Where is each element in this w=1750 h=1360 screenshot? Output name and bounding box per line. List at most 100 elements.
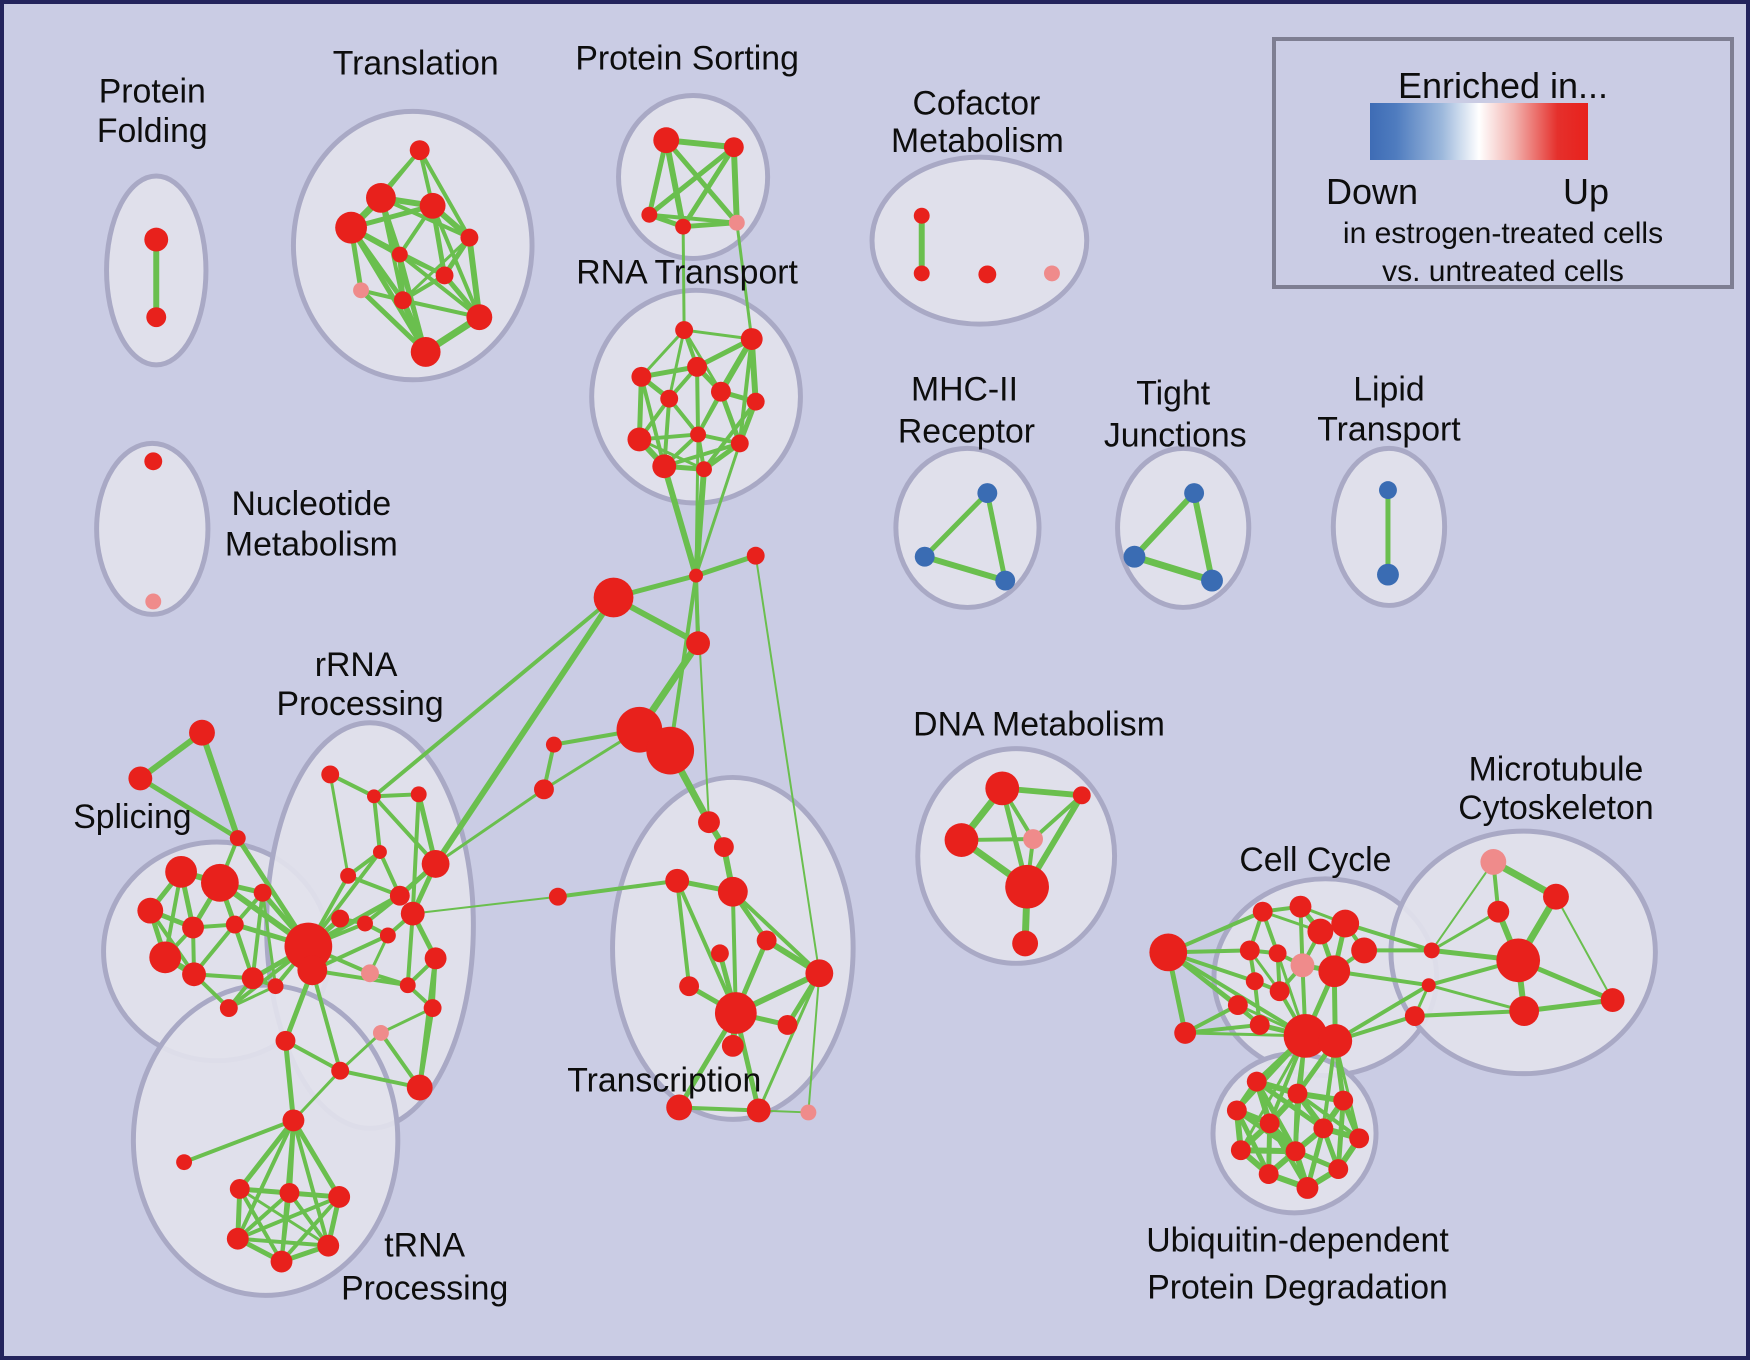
node-r1[interactable] [321,765,340,784]
node-rt2[interactable] [740,328,763,350]
edge-r11-r16[interactable] [405,911,415,988]
node-cc5[interactable] [1239,940,1260,961]
node-u5[interactable] [1259,1113,1280,1134]
node-rt11[interactable] [652,454,677,479]
edge-rt10-j1[interactable] [694,441,742,578]
edge-j1-c2[interactable] [693,553,759,579]
edge-j1-b2[interactable] [668,573,699,753]
edge-cc16-m5[interactable] [1412,1009,1527,1018]
edge-tn1-tn6[interactable] [237,1187,284,1264]
node-x11[interactable] [666,1094,693,1121]
edge-tn2-tn4[interactable] [235,1190,292,1241]
node-cc1[interactable] [1252,901,1273,922]
edge-r11-f3[interactable] [411,895,559,915]
node-tn5[interactable] [317,1234,340,1257]
node-s6[interactable] [253,883,272,902]
node-u10[interactable] [1258,1164,1279,1185]
node-xh[interactable] [714,992,757,1034]
node-tl6[interactable] [391,246,408,263]
node-d6[interactable] [1012,930,1039,957]
node-ps2[interactable] [723,137,744,158]
edge-r17-rh2[interactable] [310,968,343,1073]
edge-cc14-j3[interactable] [1333,983,1431,1043]
node-cc7[interactable] [1290,953,1315,978]
edge-d2-d4[interactable] [1031,793,1084,842]
node-d3[interactable] [944,823,979,857]
edge-rt2-rt10[interactable] [737,337,754,446]
edge-r13-r15[interactable] [379,1006,435,1035]
node-s10[interactable] [241,967,264,990]
node-x10[interactable] [721,1034,744,1057]
node-u11[interactable] [1328,1159,1349,1180]
edge-th-tn5[interactable] [291,1118,331,1248]
node-tn3[interactable] [328,1186,351,1208]
edge-rt1-rt2[interactable] [682,328,754,341]
node-x12[interactable] [746,1098,771,1123]
node-cc11[interactable] [1227,995,1248,1016]
edge-j3-m5[interactable] [1427,983,1526,1013]
edge-x4-x7[interactable] [730,889,822,976]
node-u3[interactable] [1333,1090,1354,1111]
edge-tl9-tl10[interactable] [400,298,482,320]
node-lp2[interactable] [1377,563,1399,586]
node-f2[interactable] [534,779,554,800]
node-s7[interactable] [149,941,182,974]
edge-r2-r6[interactable] [371,794,438,866]
node-u12[interactable] [1296,1177,1319,1199]
node-h1[interactable] [1149,933,1188,972]
node-cc14[interactable] [1318,1023,1353,1058]
node-tl8[interactable] [353,282,369,299]
edge-rt1-rt6[interactable] [667,328,686,401]
edge-ps2-ps4[interactable] [680,144,737,230]
edge-x3-x8[interactable] [675,878,692,989]
node-m6[interactable] [1600,988,1625,1013]
edge-t1-t3[interactable] [199,729,241,842]
node-nm1[interactable] [144,452,163,471]
node-x5[interactable] [710,944,729,963]
node-c1[interactable] [593,577,634,618]
node-tl2[interactable] [366,182,396,213]
edge-tj1-tj2[interactable] [1131,490,1198,560]
node-tj2[interactable] [1123,545,1146,568]
edge-r16-rh2[interactable] [310,968,410,988]
node-tl7[interactable] [435,266,454,285]
node-pf1[interactable] [144,227,169,252]
node-t1[interactable] [189,719,215,746]
node-tj3[interactable] [1201,569,1223,592]
edge-ps4-ps5[interactable] [680,220,740,230]
edge-h2-cc12[interactable] [1183,1022,1262,1035]
node-s1[interactable] [165,855,198,888]
edge-t2-t3[interactable] [137,775,241,841]
edge-r1-r5[interactable] [328,772,350,878]
node-d1[interactable] [985,771,1020,806]
edge-rt9-j1[interactable] [694,432,700,578]
node-rt9[interactable] [690,426,706,443]
edge-tl4-tl11[interactable] [348,225,429,355]
node-cc4[interactable] [1331,909,1360,938]
node-d4[interactable] [1023,829,1044,849]
edge-tl6-tl10[interactable] [397,252,482,320]
node-s8[interactable] [182,962,206,987]
node-d5[interactable] [1005,864,1049,909]
node-m5[interactable] [1509,996,1540,1026]
edge-r18-r17[interactable] [338,1068,422,1090]
edge-c1-r6[interactable] [432,594,617,867]
node-cc8[interactable] [1318,955,1351,988]
edge-ps5-rt2[interactable] [735,221,754,341]
edge-ps2-ps3[interactable] [646,144,737,218]
edge-h1-cc13[interactable] [1166,950,1308,1038]
node-tl1[interactable] [409,140,430,161]
node-r9[interactable] [357,915,373,932]
node-u9[interactable] [1285,1141,1306,1162]
node-cc6[interactable] [1268,944,1287,963]
node-rt8[interactable] [627,427,652,452]
node-j1[interactable] [689,568,704,583]
node-cf2[interactable] [913,265,930,282]
node-rt7[interactable] [746,392,765,411]
node-r5[interactable] [340,867,357,884]
node-tl5[interactable] [460,228,479,247]
edge-mh1-mh3[interactable] [984,490,1008,584]
node-r14[interactable] [361,964,379,983]
node-c3[interactable] [686,631,710,656]
node-b2[interactable] [646,726,695,775]
